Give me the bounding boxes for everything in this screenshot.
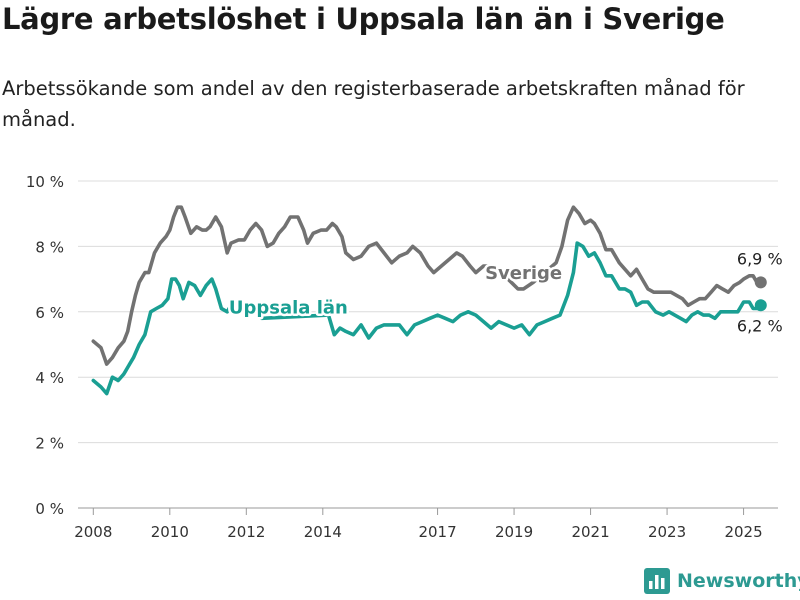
y-tick-label: 10 % [26, 173, 64, 191]
y-tick-label: 8 % [35, 238, 64, 256]
series-line-uppsala [91, 241, 763, 396]
brand-name: Newsworthy [677, 570, 800, 592]
x-tick-label: 2021 [571, 523, 609, 541]
end-value-label: 6,2 % [737, 316, 783, 335]
y-tick-label: 4 % [35, 369, 64, 387]
series-line-sverige [91, 205, 763, 366]
x-tick-label: 2008 [74, 523, 112, 541]
y-tick-label: 2 % [35, 435, 64, 453]
x-tick-label: 2012 [227, 523, 265, 541]
end-value-label: 6,9 % [737, 249, 783, 268]
x-tick-label: 2025 [724, 523, 762, 541]
series-end-marker [754, 299, 767, 312]
series-name-label: Uppsala län [229, 297, 348, 318]
y-tick-label: 6 % [35, 304, 64, 322]
x-tick-label: 2010 [151, 523, 189, 541]
y-tick-label: 0 % [35, 500, 64, 518]
x-tick-label: 2023 [648, 523, 686, 541]
series-end-marker [754, 276, 767, 289]
x-tick-label: 2014 [304, 523, 342, 541]
brand-logo: Newsworthy [644, 568, 800, 594]
bar-chart-logo-icon [644, 568, 670, 594]
x-tick-label: 2017 [418, 523, 456, 541]
chart-title: Lägre arbetslöshet i Uppsala län än i Sv… [2, 2, 725, 36]
x-tick-label: 2019 [495, 523, 533, 541]
series-name-label: Sverige [485, 263, 562, 284]
chart-subtitle: Arbetssökande som andel av den registerb… [2, 77, 745, 131]
